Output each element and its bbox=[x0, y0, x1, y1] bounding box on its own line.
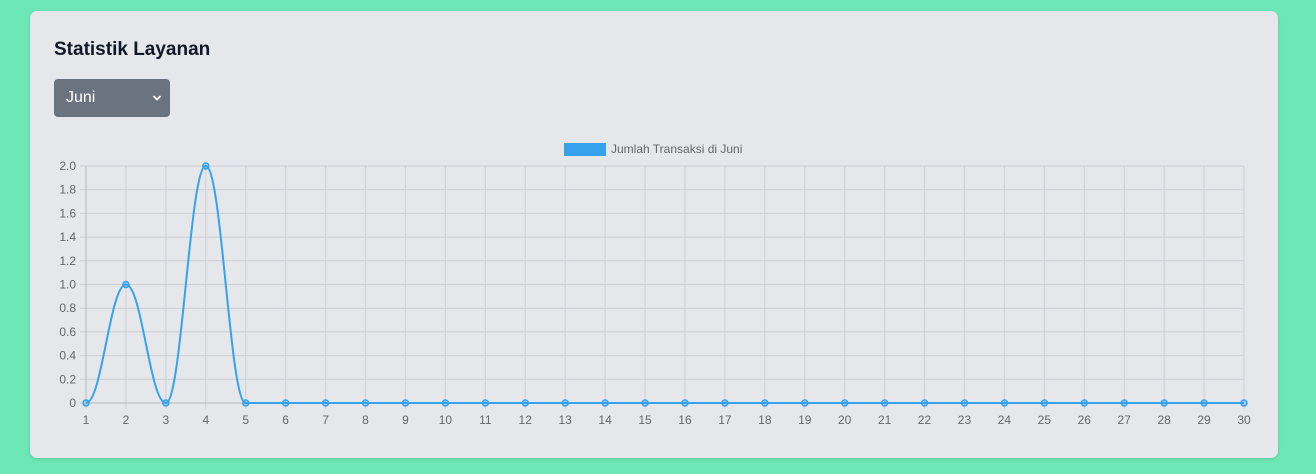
data-point[interactable] bbox=[920, 399, 929, 407]
x-tick-label: 13 bbox=[558, 413, 572, 427]
x-tick-label: 1 bbox=[83, 413, 90, 427]
x-tick-label: 24 bbox=[998, 413, 1012, 427]
x-axis-ticks: 1 2 3 4 5 6 7 8 9 10 11 12 13 14 15 16 17 18 19 20 21 22 23 24 2… bbox=[83, 413, 1251, 427]
y-tick-label: 0 bbox=[69, 396, 76, 410]
x-tick-label: 20 bbox=[838, 413, 852, 427]
grid bbox=[80, 165, 1245, 409]
data-point[interactable] bbox=[641, 399, 649, 407]
y-axis-ticks: 0 0.2 0.4 0.6 0.8 1.0 1.2 1.4 1.6 1.8 2.0 bbox=[59, 159, 76, 410]
data-point[interactable] bbox=[281, 399, 290, 407]
series-line bbox=[85, 164, 1244, 405]
x-tick-label: 12 bbox=[519, 413, 533, 427]
x-tick-label: 9 bbox=[402, 413, 409, 427]
data-point[interactable] bbox=[202, 162, 210, 170]
data-point[interactable] bbox=[162, 399, 170, 407]
x-tick-label: 19 bbox=[798, 413, 812, 427]
y-tick-label: 1.2 bbox=[59, 254, 76, 268]
x-tick-label: 4 bbox=[202, 413, 209, 427]
x-tick-label: 21 bbox=[878, 413, 892, 427]
data-point[interactable] bbox=[601, 399, 609, 407]
x-tick-label: 22 bbox=[918, 413, 932, 427]
x-tick-label: 14 bbox=[598, 413, 612, 427]
x-tick-label: 8 bbox=[362, 413, 369, 427]
y-tick-label: 1.4 bbox=[59, 230, 76, 244]
data-point[interactable] bbox=[1120, 399, 1128, 407]
x-tick-label: 27 bbox=[1118, 413, 1132, 427]
month-select-value: Juni bbox=[66, 89, 96, 106]
x-tick-label: 11 bbox=[479, 413, 492, 427]
series-jumlah-transaksi bbox=[82, 162, 1248, 407]
y-tick-label: 0.6 bbox=[59, 325, 76, 339]
legend-label: Jumlah Transaksi di Juni bbox=[611, 142, 742, 156]
data-point[interactable] bbox=[1240, 399, 1248, 407]
legend-swatch bbox=[564, 143, 606, 156]
y-tick-label: 1.0 bbox=[59, 278, 76, 292]
x-tick-label: 5 bbox=[242, 413, 249, 427]
x-tick-label: 7 bbox=[322, 413, 329, 427]
x-tick-label: 16 bbox=[678, 413, 692, 427]
x-tick-label: 2 bbox=[123, 413, 130, 427]
card-title: Statistik Layanan bbox=[54, 39, 211, 60]
x-tick-label: 23 bbox=[958, 413, 972, 427]
data-point[interactable] bbox=[761, 399, 769, 407]
data-point[interactable] bbox=[241, 399, 250, 407]
data-point[interactable] bbox=[82, 399, 90, 407]
data-point[interactable] bbox=[801, 399, 809, 407]
data-point[interactable] bbox=[481, 399, 490, 407]
x-tick-label: 6 bbox=[282, 413, 289, 427]
data-point[interactable] bbox=[1080, 399, 1089, 407]
data-point[interactable] bbox=[561, 399, 569, 407]
x-tick-label: 25 bbox=[1038, 413, 1052, 427]
x-tick-label: 18 bbox=[758, 413, 772, 427]
y-tick-label: 0.8 bbox=[59, 301, 76, 315]
data-point[interactable] bbox=[840, 399, 849, 407]
x-tick-label: 30 bbox=[1237, 413, 1251, 427]
x-tick-label: 10 bbox=[439, 413, 453, 427]
x-tick-label: 3 bbox=[163, 413, 170, 427]
y-tick-label: 2.0 bbox=[59, 159, 76, 173]
x-tick-label: 15 bbox=[638, 413, 652, 427]
data-point[interactable] bbox=[1160, 399, 1168, 407]
x-tick-label: 26 bbox=[1078, 413, 1092, 427]
x-tick-label: 29 bbox=[1197, 413, 1211, 427]
data-point[interactable] bbox=[361, 399, 370, 407]
data-point[interactable] bbox=[401, 399, 410, 407]
data-point[interactable] bbox=[960, 399, 969, 407]
y-tick-label: 1.6 bbox=[59, 206, 76, 220]
data-point[interactable] bbox=[721, 399, 729, 407]
y-tick-label: 0.2 bbox=[59, 372, 76, 386]
data-point[interactable] bbox=[880, 399, 889, 407]
legend: Jumlah Transaksi di Juni bbox=[564, 142, 742, 156]
month-select[interactable]: Juni bbox=[54, 79, 170, 117]
data-point[interactable] bbox=[441, 399, 450, 407]
y-tick-label: 0.4 bbox=[59, 349, 76, 363]
x-tick-label: 17 bbox=[718, 413, 732, 427]
y-tick-label: 1.8 bbox=[59, 183, 76, 197]
chevron-down-icon bbox=[152, 79, 162, 132]
data-point[interactable] bbox=[681, 399, 689, 407]
data-point[interactable] bbox=[1040, 399, 1049, 407]
data-point[interactable] bbox=[122, 280, 130, 289]
data-point[interactable] bbox=[521, 399, 529, 407]
data-point[interactable] bbox=[321, 399, 330, 407]
data-point[interactable] bbox=[1000, 399, 1009, 407]
data-point[interactable] bbox=[1200, 399, 1208, 407]
x-tick-label: 28 bbox=[1157, 413, 1171, 427]
